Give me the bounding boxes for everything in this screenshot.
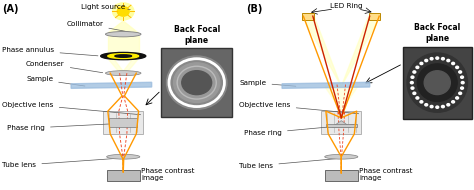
Circle shape [416,66,419,68]
FancyBboxPatch shape [103,111,143,134]
Ellipse shape [166,56,227,109]
Circle shape [456,66,458,68]
Ellipse shape [107,154,140,159]
Ellipse shape [173,63,220,102]
Polygon shape [282,82,370,88]
Ellipse shape [115,55,131,57]
Text: Phase contrast
image: Phase contrast image [359,168,412,181]
Text: (A): (A) [2,4,19,14]
Ellipse shape [182,71,211,95]
Text: Back Focal
plane: Back Focal plane [414,23,460,43]
Text: Phase ring: Phase ring [244,125,354,136]
Circle shape [411,87,414,89]
Circle shape [436,106,439,108]
Circle shape [441,105,444,108]
Polygon shape [332,121,351,127]
Circle shape [461,82,464,84]
Text: Objective lens: Objective lens [239,102,359,114]
FancyBboxPatch shape [326,124,356,127]
FancyBboxPatch shape [161,48,232,117]
Polygon shape [108,21,138,33]
Ellipse shape [417,64,457,101]
Text: Condenser: Condenser [26,61,103,73]
Polygon shape [325,86,358,111]
Circle shape [459,71,462,73]
Text: Phase annulus: Phase annulus [2,47,98,56]
Circle shape [430,105,433,108]
Circle shape [447,104,450,106]
Text: Phase ring: Phase ring [7,123,135,131]
Ellipse shape [100,52,146,60]
Ellipse shape [424,71,450,95]
Circle shape [447,59,450,62]
FancyBboxPatch shape [107,170,140,181]
Circle shape [425,59,428,62]
FancyBboxPatch shape [302,13,314,20]
FancyBboxPatch shape [403,47,472,119]
Ellipse shape [105,71,141,76]
FancyBboxPatch shape [325,170,358,181]
Circle shape [410,82,413,84]
Circle shape [420,101,423,103]
Circle shape [461,76,464,78]
Circle shape [413,71,416,73]
Text: Objective lens: Objective lens [2,101,141,115]
Circle shape [430,58,433,60]
Text: Collimator: Collimator [66,21,138,34]
Polygon shape [302,16,341,86]
Text: (B): (B) [246,4,263,14]
FancyBboxPatch shape [109,118,137,127]
Polygon shape [71,82,152,88]
Ellipse shape [108,54,138,59]
Polygon shape [109,59,123,71]
Circle shape [425,104,428,106]
Circle shape [411,76,414,78]
Circle shape [461,87,464,89]
Text: Light source: Light source [81,4,130,10]
Polygon shape [108,36,138,54]
Circle shape [441,58,444,60]
Circle shape [413,92,416,94]
Text: LED Ring: LED Ring [330,2,362,9]
Text: Sample: Sample [239,80,296,86]
Circle shape [459,92,462,94]
Text: Tube lens: Tube lens [239,157,355,169]
Text: Phase contrast
image: Phase contrast image [141,168,194,181]
Circle shape [452,101,455,103]
Text: Tube lens: Tube lens [2,157,137,168]
Text: Sample: Sample [26,76,85,86]
Circle shape [456,97,458,99]
Circle shape [436,57,439,59]
Ellipse shape [325,154,358,159]
Text: Back Focal
plane: Back Focal plane [173,25,220,45]
Circle shape [420,62,423,65]
Circle shape [416,97,419,99]
Ellipse shape [407,53,467,112]
Circle shape [118,7,129,16]
Polygon shape [123,59,138,71]
Ellipse shape [105,32,141,37]
FancyBboxPatch shape [369,13,380,20]
Circle shape [452,62,455,65]
FancyBboxPatch shape [321,111,361,134]
Circle shape [113,3,134,20]
Polygon shape [341,16,380,86]
